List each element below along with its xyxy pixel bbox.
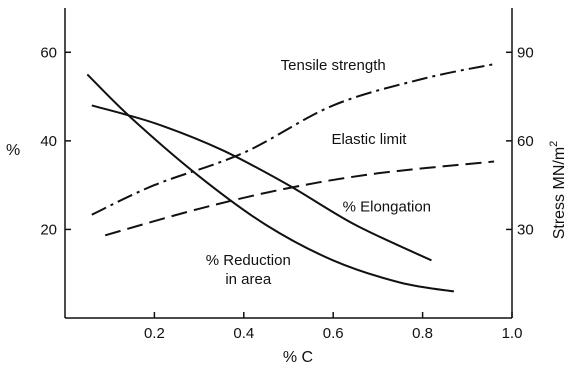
curve-label: % Elongation	[343, 199, 431, 216]
x-tick-label: 0.8	[412, 325, 433, 342]
y-right-axis-title: Stress MN/m2	[548, 141, 568, 240]
x-tick-label: 1.0	[502, 325, 523, 342]
y-right-tick-label: 30	[517, 221, 534, 238]
x-tick-label: 0.4	[233, 325, 254, 342]
y-right-tick-label: 90	[517, 44, 534, 61]
series-line-tensile-strength	[91, 63, 495, 216]
x-tick-label: 0.2	[144, 325, 165, 342]
y-left-axis-title: %	[6, 142, 20, 159]
ticks: 0.2 0.4 0.6 0.8 1.0 20 40 60 30 60 90	[40, 44, 533, 342]
series-line-elastic-limit	[104, 160, 495, 237]
curve-label: % Reduction	[206, 252, 291, 269]
curves	[86, 63, 495, 293]
y-left-tick-label: 20	[40, 221, 57, 238]
curve-labels: Tensile strength Elastic limit % Elongatio…	[206, 57, 431, 288]
axes	[64, 8, 513, 319]
x-axis-title: % C	[283, 349, 313, 366]
y-right-tick-label: 60	[517, 133, 534, 150]
y-left-tick-label: 40	[40, 133, 57, 150]
y-left-tick-label: 60	[40, 44, 57, 61]
x-tick-label: 0.6	[323, 325, 344, 342]
curve-label-line2: in area	[225, 271, 272, 288]
y-right-axis-title-sup: 2	[548, 141, 560, 147]
y-right-axis-title-main: Stress MN/m	[551, 147, 568, 239]
curve-label: Elastic limit	[331, 131, 407, 148]
curve-label: Tensile strength	[281, 57, 386, 74]
series-line-pct-reduction-in-area	[86, 73, 455, 293]
series-line-pct-elongation	[91, 104, 432, 262]
